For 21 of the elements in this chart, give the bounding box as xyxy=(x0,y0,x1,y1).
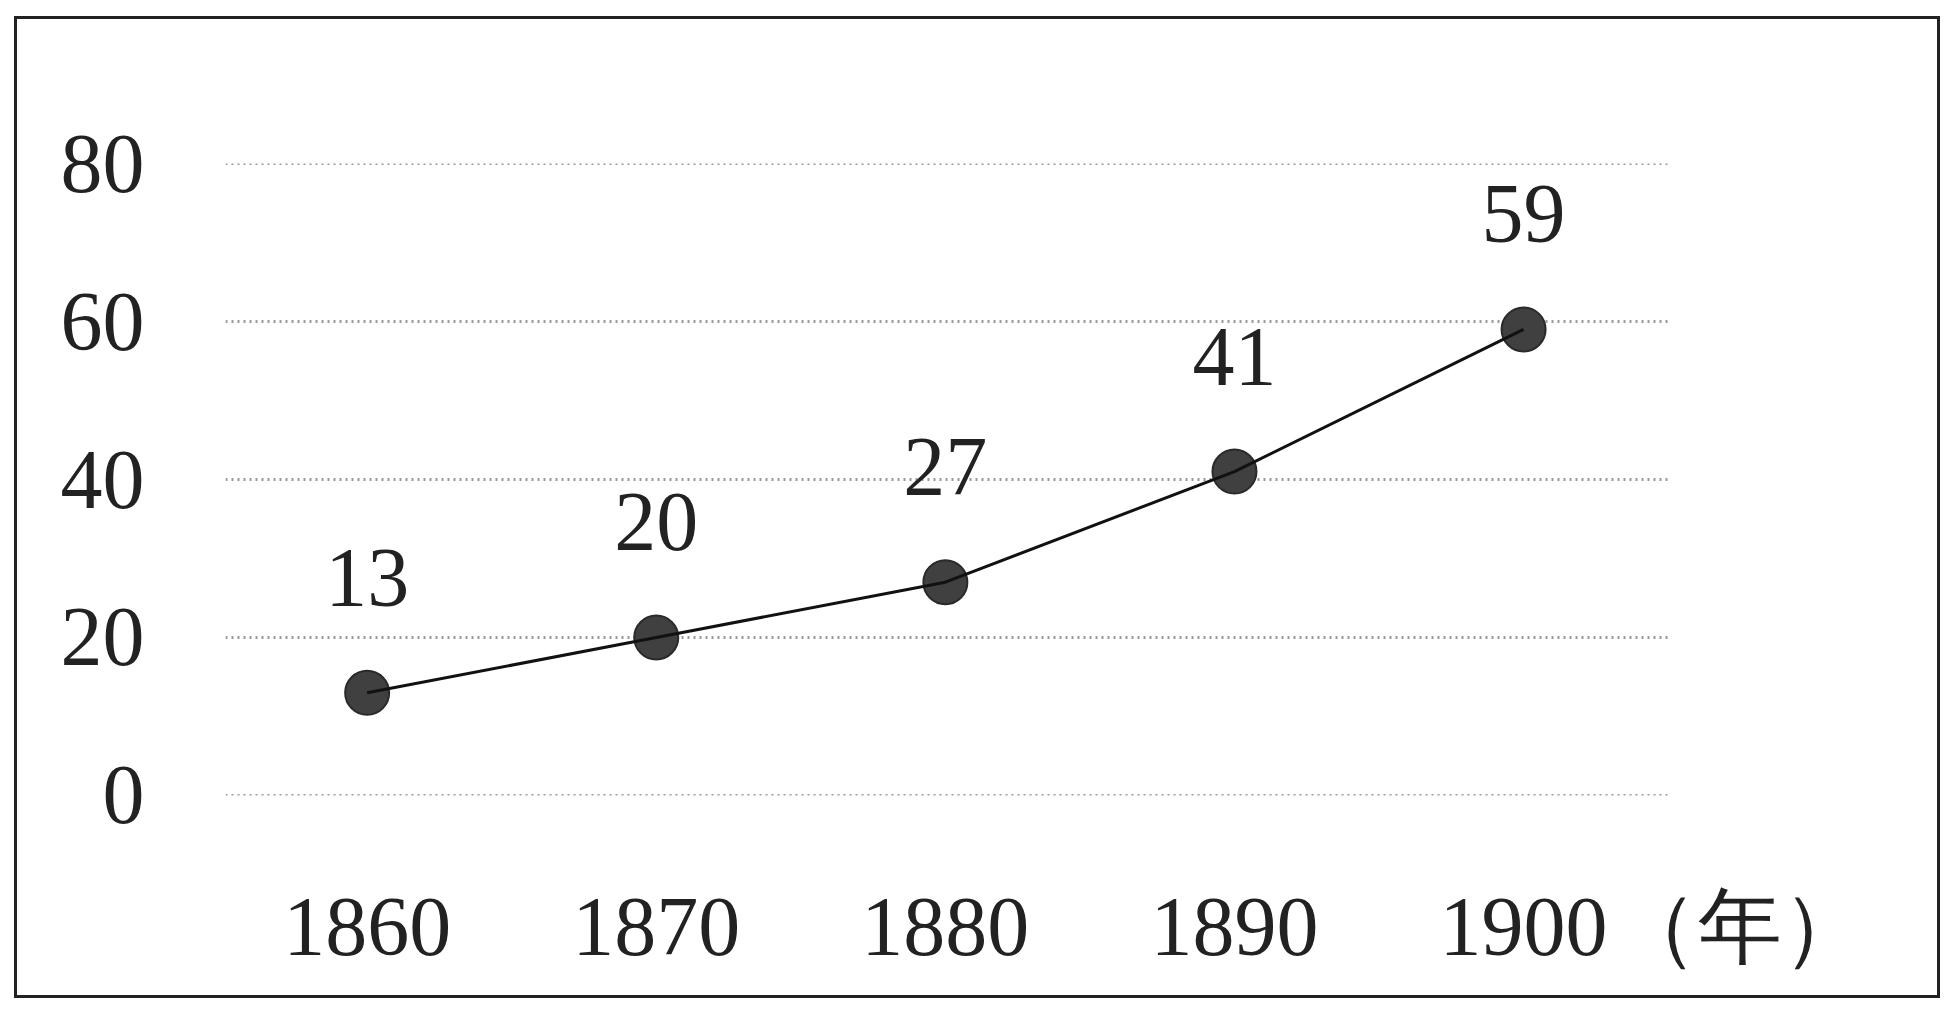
x-tick-label: 1870 xyxy=(572,879,741,973)
data-label: 27 xyxy=(903,420,988,514)
point xyxy=(344,669,391,716)
data-label: 20 xyxy=(614,475,699,569)
x-tick-label: 1880 xyxy=(861,879,1030,973)
point xyxy=(1500,306,1547,353)
y-tick-label: 20 xyxy=(60,590,145,684)
x-tick-label: 1900 xyxy=(1439,879,1608,973)
y-tick-label: 80 xyxy=(60,116,145,210)
x-axis-title: （年） xyxy=(1614,879,1867,973)
y-tick-label: 40 xyxy=(60,432,145,526)
data-label: 41 xyxy=(1192,309,1277,403)
data-label: 13 xyxy=(325,530,410,624)
y-tick-label: 0 xyxy=(102,748,145,842)
point xyxy=(1211,448,1258,495)
x-tick-label: 1890 xyxy=(1150,879,1319,973)
data-label: 59 xyxy=(1481,167,1566,261)
x-tick-label: 1860 xyxy=(283,879,452,973)
point xyxy=(633,614,680,661)
point xyxy=(922,559,969,606)
y-tick-label: 60 xyxy=(60,274,145,368)
